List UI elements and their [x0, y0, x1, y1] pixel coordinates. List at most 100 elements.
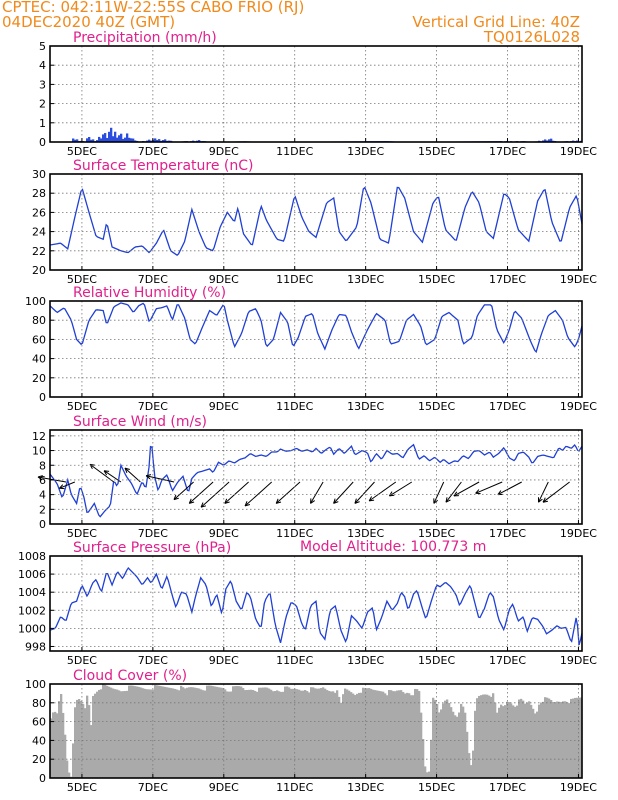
precipitation-y-ticks: 0 1 2 3 4 5	[39, 40, 54, 149]
precipitation-bar	[92, 139, 95, 142]
humidity-y-tick-label: 20	[32, 372, 46, 385]
cloud-cover-bar	[182, 687, 185, 778]
cloud-cover-bar	[322, 687, 325, 778]
humidity-grid	[50, 301, 582, 397]
precipitation-x-ticks: 5DEC 7DEC 9DEC 11DEC 13DEC 15DEC 17DEC 19DEC	[67, 138, 597, 158]
cloud-cover-bar	[212, 686, 215, 778]
cloud-cover-x-tick-label: 13DEC	[347, 781, 384, 794]
cloud-cover-bar	[282, 691, 285, 778]
cloud-cover-bar	[246, 689, 249, 778]
cloud-cover-bar	[254, 690, 257, 778]
cloud-cover-bar	[362, 687, 365, 778]
cloud-cover-bar	[368, 688, 371, 778]
wind-title: Surface Wind (m/s)	[73, 414, 207, 430]
pressure-y-tick-label: 1002	[18, 604, 46, 617]
humidity-panel: Relative Humidity (%) 0 20 40 60 80 100 5DEC 7DE…	[25, 285, 597, 413]
cloud-cover-bar	[68, 772, 71, 778]
cloud-cover-bar	[352, 693, 355, 778]
wind-y-tick-label: 2	[39, 503, 46, 516]
cloud-cover-bar	[274, 691, 277, 778]
wind-y-tick-label: 4	[39, 489, 46, 502]
precipitation-bar	[96, 140, 99, 142]
cloud-cover-bar	[150, 689, 153, 778]
cloud-cover-x-tick-label: 17DEC	[489, 781, 526, 794]
cloud-cover-bar	[178, 690, 181, 778]
cloud-cover-y-ticks: 0 20 40 60 80 100	[25, 678, 54, 785]
cloud-cover-bar	[96, 691, 99, 778]
cloud-cover-bar	[154, 684, 157, 778]
cloud-cover-bar	[328, 690, 331, 778]
wind-vectors	[37, 463, 570, 508]
cloud-cover-bar	[360, 692, 363, 778]
cloud-cover-y-tick-label: 40	[32, 734, 46, 747]
temperature-frame	[49, 173, 583, 271]
cloud-cover-bar	[130, 685, 133, 778]
meteogram-header: CPTEC: 042:11W-22:55S CABO FRIO (RJ) 04D…	[2, 0, 580, 555]
cloud-cover-bar	[288, 687, 291, 778]
cloud-cover-bar	[534, 713, 537, 778]
temperature-title: Surface Temperature (nC)	[73, 158, 254, 174]
temperature-y-tick-label: 28	[32, 187, 46, 200]
wind-arrow	[475, 481, 503, 495]
cloud-cover-bar	[208, 685, 211, 778]
precipitation-x-tick-label: 15DEC	[418, 145, 455, 158]
cloud-cover-bar	[226, 691, 229, 778]
cloud-cover-bar	[66, 760, 69, 778]
cloud-cover-bar	[370, 688, 373, 778]
cloud-cover-bar	[286, 686, 289, 778]
cloud-cover-bar	[156, 685, 159, 778]
cloud-cover-bar	[454, 715, 457, 778]
cloud-cover-bar	[452, 711, 455, 778]
cloud-cover-bar	[538, 704, 541, 778]
cloud-cover-bar	[560, 702, 563, 778]
temperature-x-tick-label: 11DEC	[276, 273, 313, 286]
wind-frame	[49, 429, 583, 525]
cloud-cover-bar	[378, 690, 381, 778]
wind-arrow	[368, 481, 397, 502]
cloud-cover-bar	[138, 686, 141, 778]
pressure-x-tick-label: 17DEC	[489, 654, 526, 667]
cloud-cover-bar	[290, 688, 293, 778]
cloud-cover-bar	[190, 687, 193, 778]
cloud-cover-bar	[306, 691, 309, 778]
temperature-line	[49, 186, 583, 257]
cloud-cover-bar	[570, 698, 573, 778]
wind-grid	[50, 430, 582, 524]
cloud-cover-bar	[574, 697, 577, 778]
wind-x-tick-label: 11DEC	[276, 527, 313, 540]
precipitation-x-tick-label: 9DEC	[209, 145, 239, 158]
temperature-x-ticks: 5DEC 7DEC 9DEC 11DEC 13DEC 15DEC 17DEC 19DEC	[67, 266, 597, 286]
cloud-cover-bar	[504, 705, 507, 778]
pressure-y-tick-label: 1000	[18, 622, 46, 635]
cloud-cover-bar	[248, 689, 251, 778]
cloud-cover-bar	[398, 690, 401, 778]
precipitation-series	[72, 127, 583, 143]
cloud-cover-x-tick-label: 15DEC	[418, 781, 455, 794]
cloud-cover-bar	[242, 688, 245, 778]
cloud-cover-frame	[49, 683, 583, 779]
cloud-cover-bar	[380, 691, 383, 778]
cloud-cover-bar	[358, 692, 361, 778]
temperature-y-tick-label: 20	[32, 264, 46, 277]
pressure-series	[49, 567, 583, 646]
cloud-cover-bar	[456, 716, 459, 778]
cloud-cover-bar	[124, 690, 127, 778]
cloud-cover-bar	[132, 685, 135, 778]
cloud-cover-series	[50, 684, 583, 778]
precipitation-bar	[164, 139, 167, 142]
cloud-cover-bar	[218, 687, 221, 778]
cloud-cover-bar	[204, 690, 207, 778]
cloud-cover-bar	[272, 691, 275, 778]
cloud-cover-bar	[434, 699, 437, 778]
cloud-cover-bar	[280, 691, 283, 778]
humidity-y-ticks: 0 20 40 60 80 100	[25, 295, 54, 404]
cloud-cover-bar	[278, 691, 281, 778]
humidity-y-tick-label: 0	[39, 391, 46, 404]
cloud-cover-bar	[234, 686, 237, 778]
cloud-cover-bar	[330, 691, 333, 778]
temperature-y-ticks: 20 22 24 26 28 30	[32, 168, 54, 277]
cloud-cover-bar	[396, 690, 399, 778]
wind-y-tick-label: 0	[39, 518, 46, 531]
wind-y-tick-label: 12	[32, 430, 46, 443]
precipitation-bar	[154, 138, 157, 142]
